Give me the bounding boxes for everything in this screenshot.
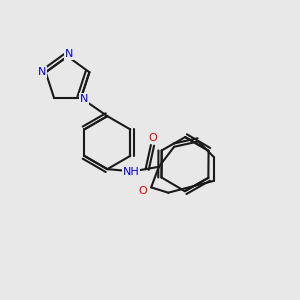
Text: N: N [65,49,73,59]
Text: NH: NH [122,167,139,177]
Text: N: N [80,94,88,104]
Text: O: O [149,133,158,142]
Text: N: N [38,67,46,77]
Text: O: O [139,186,147,196]
